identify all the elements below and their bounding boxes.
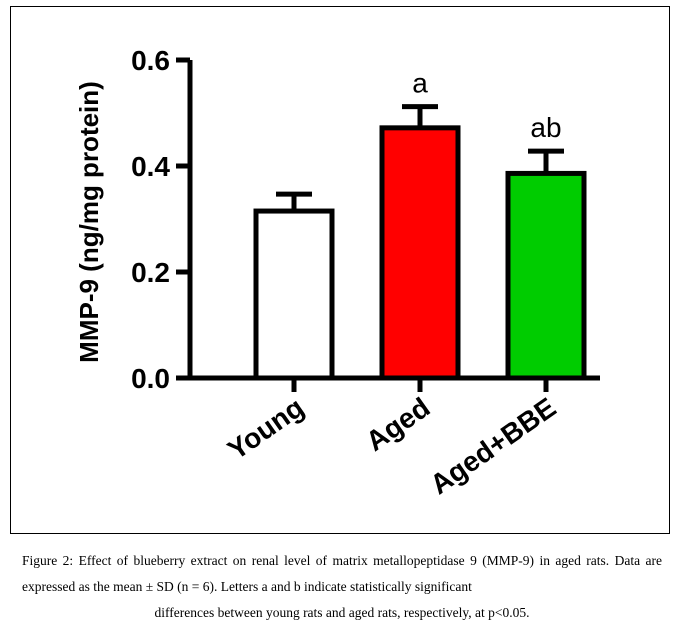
x-tick-label: Aged+BBE [424,392,561,501]
y-tick-label: 0.4 [131,151,170,182]
bar-aged [379,125,461,381]
y-tick-label: 0.0 [131,363,170,394]
y-tick-label: 0.6 [131,45,170,76]
y-tick-label: 0.2 [131,257,170,288]
caption-text: Figure 2: Effect of blueberry extract on… [22,553,662,594]
significance-label: ab [530,112,561,143]
x-tick-label: Young [222,392,309,466]
y-axis-label: MMP-9 (ng/mg protein) [74,81,104,363]
bar-chart: MMP-9 (ng/mg protein) 0.0 0.2 0.4 0.6 Young a… [74,45,600,501]
bar-young [253,208,335,381]
figure-caption: Figure 2: Effect of blueberry extract on… [22,548,662,626]
significance-label: a [412,68,428,99]
bar-aged-bbe [505,170,587,381]
x-tick-label: Aged [360,392,435,458]
caption-last-line: differences between young rats and aged … [154,605,530,620]
